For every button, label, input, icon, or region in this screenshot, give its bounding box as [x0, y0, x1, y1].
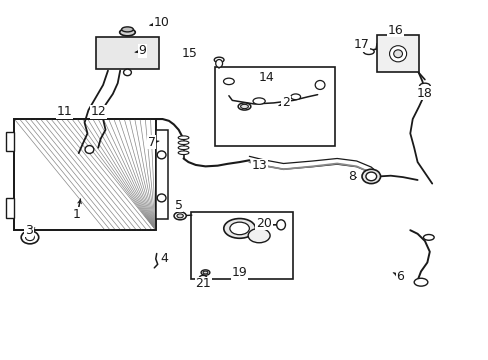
Bar — [96, 37, 159, 69]
Ellipse shape — [229, 222, 249, 235]
Text: 3: 3 — [25, 224, 33, 237]
Ellipse shape — [423, 234, 433, 240]
Ellipse shape — [178, 136, 188, 139]
Ellipse shape — [389, 46, 406, 62]
Ellipse shape — [393, 50, 402, 58]
Text: 13: 13 — [251, 159, 266, 172]
Ellipse shape — [365, 172, 376, 181]
Text: 19: 19 — [231, 266, 247, 279]
Circle shape — [21, 231, 39, 244]
Ellipse shape — [276, 220, 285, 230]
Ellipse shape — [413, 278, 427, 286]
Ellipse shape — [85, 145, 94, 153]
Bar — [5, 132, 14, 151]
Circle shape — [25, 234, 34, 240]
Ellipse shape — [238, 103, 250, 110]
Ellipse shape — [247, 228, 269, 243]
Text: 21: 21 — [195, 278, 210, 291]
Bar — [376, 35, 418, 72]
Ellipse shape — [201, 270, 209, 275]
Ellipse shape — [224, 219, 255, 238]
Ellipse shape — [240, 104, 248, 109]
Bar — [14, 119, 156, 230]
Ellipse shape — [315, 81, 325, 89]
Ellipse shape — [157, 194, 165, 202]
Bar — [14, 119, 156, 230]
Bar — [190, 212, 293, 279]
Text: 2: 2 — [282, 96, 289, 109]
Text: 20: 20 — [256, 216, 271, 230]
Text: 18: 18 — [416, 87, 432, 100]
Ellipse shape — [361, 169, 380, 184]
Ellipse shape — [215, 59, 222, 67]
Ellipse shape — [393, 24, 402, 30]
Bar — [5, 198, 14, 218]
Text: 1: 1 — [72, 208, 80, 221]
Text: 8: 8 — [347, 170, 355, 183]
Text: 16: 16 — [387, 24, 403, 37]
Text: 10: 10 — [153, 17, 169, 30]
Text: 15: 15 — [182, 47, 198, 60]
Text: 9: 9 — [138, 44, 146, 57]
Ellipse shape — [123, 69, 131, 76]
Bar — [215, 67, 334, 146]
Text: 4: 4 — [160, 252, 168, 265]
Text: 6: 6 — [396, 270, 404, 283]
Text: 14: 14 — [258, 71, 274, 84]
Ellipse shape — [203, 271, 207, 274]
Ellipse shape — [363, 49, 373, 54]
Text: 12: 12 — [90, 105, 106, 118]
Ellipse shape — [157, 151, 165, 159]
Bar — [156, 130, 167, 220]
Text: 5: 5 — [174, 199, 183, 212]
Text: 17: 17 — [353, 38, 369, 51]
Ellipse shape — [177, 214, 183, 218]
Ellipse shape — [252, 98, 264, 104]
Ellipse shape — [174, 212, 186, 220]
Ellipse shape — [120, 29, 135, 36]
Ellipse shape — [122, 27, 133, 32]
Ellipse shape — [199, 275, 206, 280]
Ellipse shape — [178, 146, 188, 149]
Ellipse shape — [214, 57, 224, 63]
Ellipse shape — [223, 78, 234, 85]
Ellipse shape — [178, 151, 188, 154]
Ellipse shape — [178, 141, 188, 144]
Ellipse shape — [419, 83, 429, 89]
Text: 11: 11 — [56, 105, 72, 118]
Ellipse shape — [290, 94, 300, 100]
Text: 7: 7 — [147, 136, 156, 149]
